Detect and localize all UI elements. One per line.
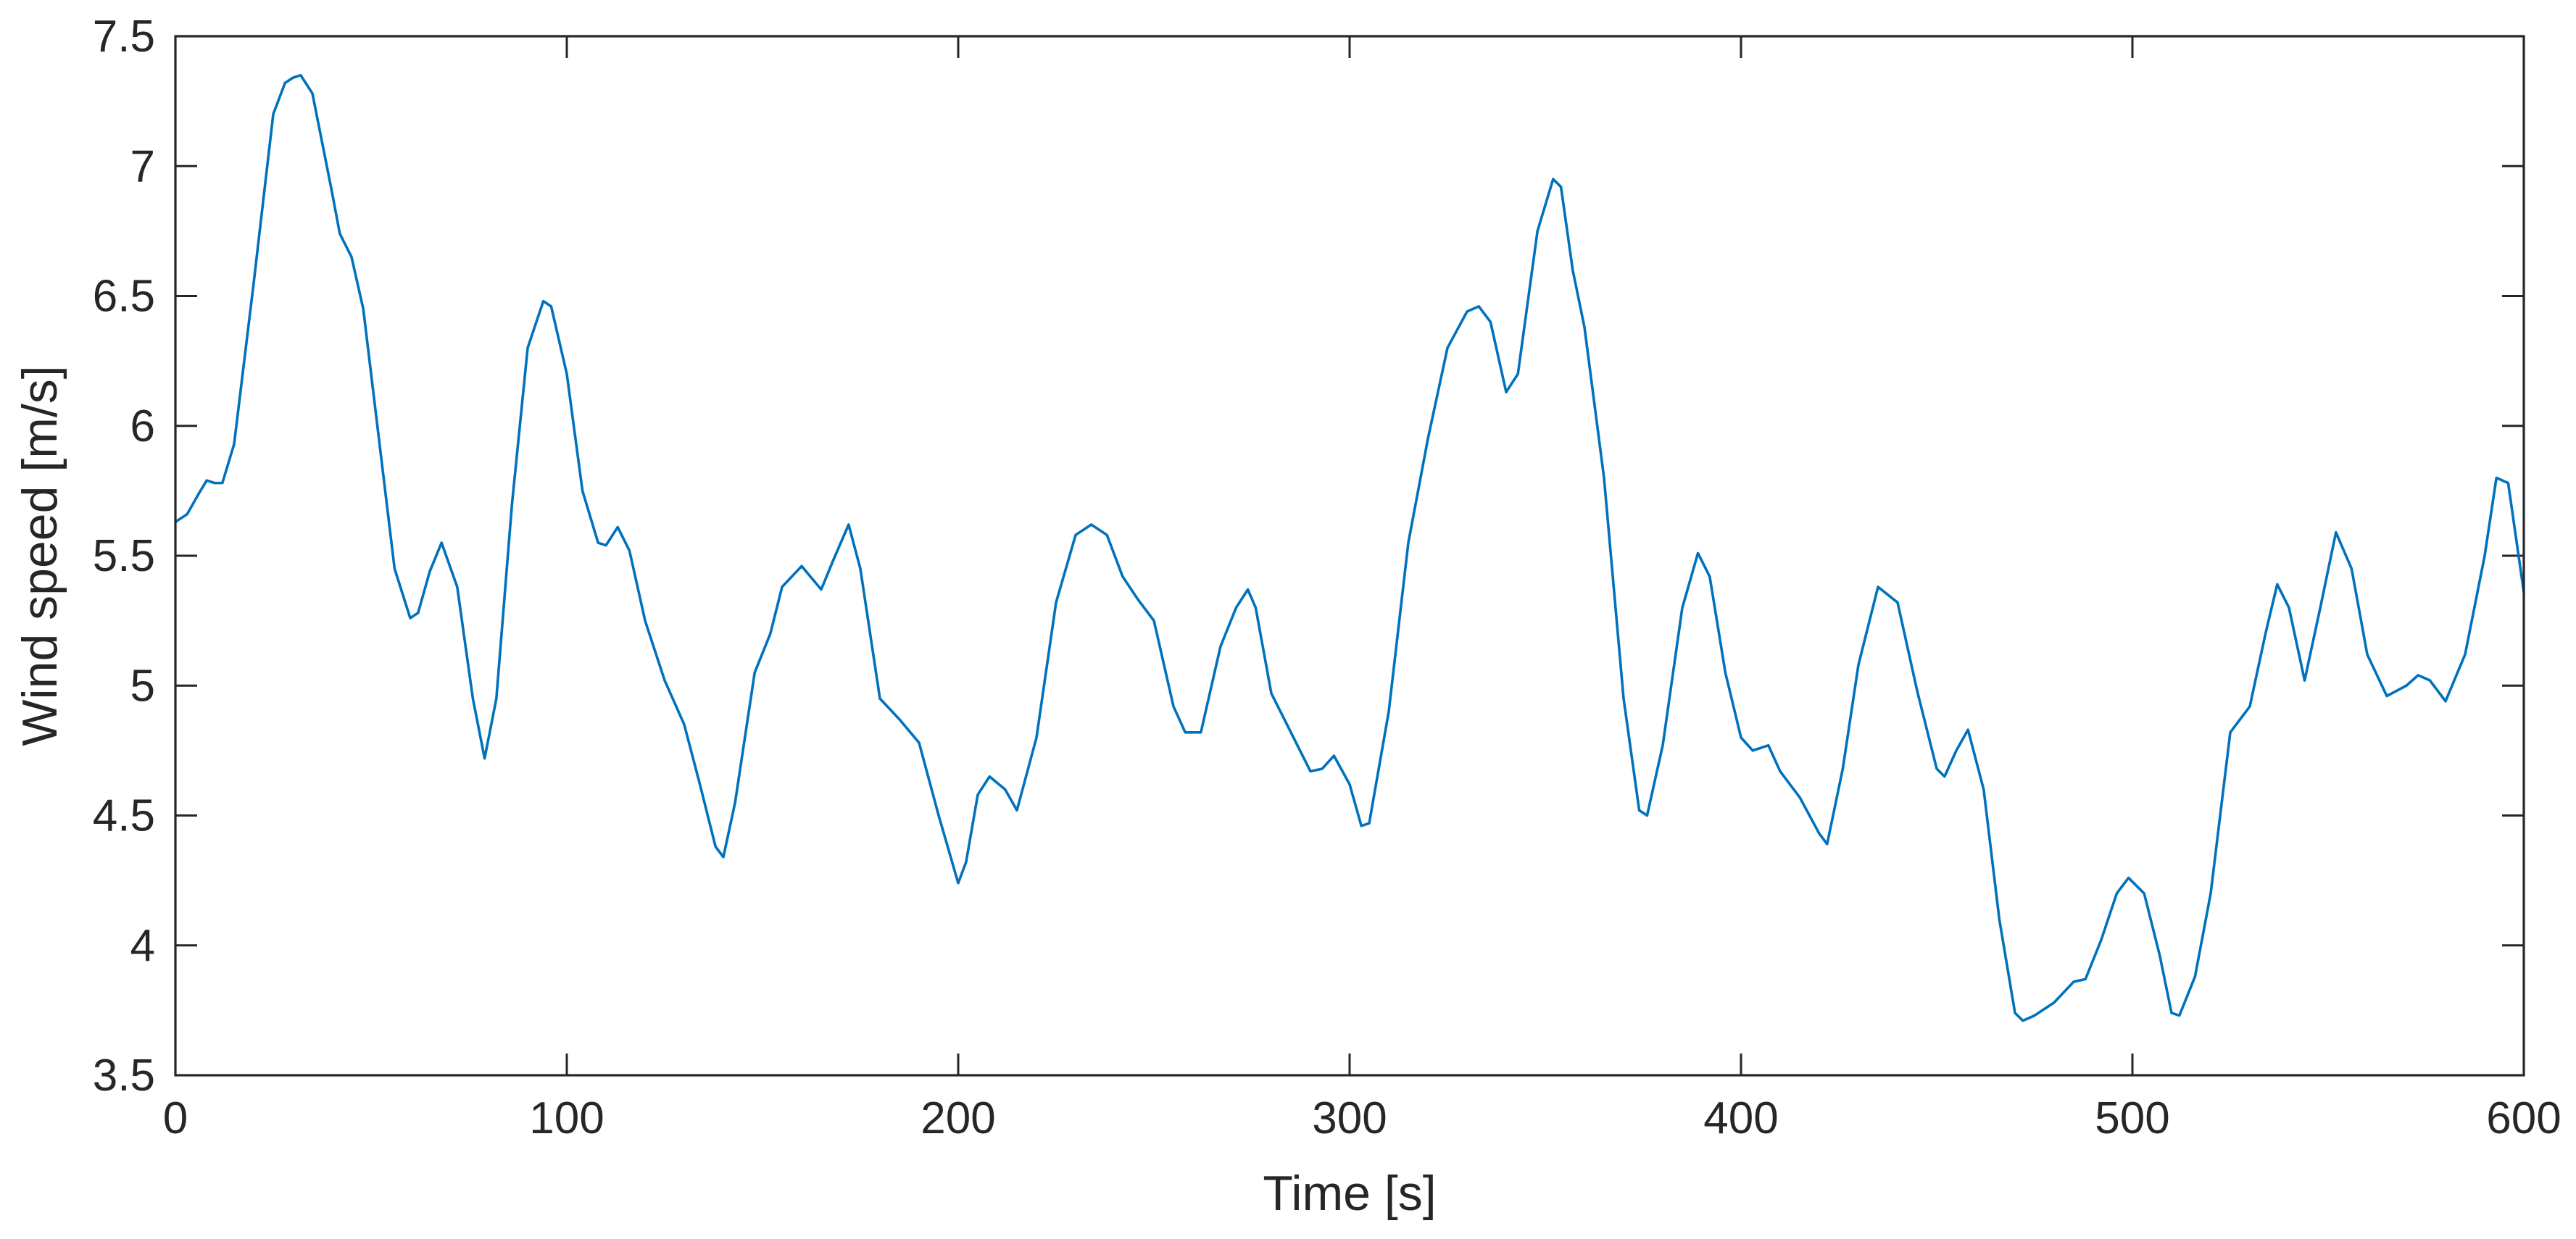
y-tick-label: 6	[130, 401, 155, 451]
x-tick-label: 200	[921, 1093, 995, 1143]
plot-background	[175, 36, 2524, 1075]
wind-speed-series-line	[174, 73, 2525, 1022]
y-tick-label: 7.5	[93, 12, 155, 62]
x-tick-label: 300	[1312, 1093, 1387, 1143]
y-tick-label: 6.5	[93, 272, 155, 322]
y-axis-title: Wind speed [m/s]	[12, 365, 67, 746]
y-tick-label: 5.5	[93, 531, 155, 581]
x-axis-title: Time [s]	[1263, 1166, 1436, 1221]
tick-labels-layer: 0 100 200 300 400 500 600 3.5 4 4.5 5 5.5 6 6.5 7 7.5	[93, 12, 2562, 1143]
plot-frame	[174, 35, 2525, 1077]
y-tick-label: 5	[130, 661, 155, 711]
x-tick-label: 500	[2095, 1093, 2169, 1143]
y-tick-label: 3.5	[93, 1051, 155, 1101]
x-tick-label: 600	[2486, 1093, 2561, 1143]
y-tick-label: 4	[130, 921, 155, 971]
y-tick-label: 7	[130, 141, 155, 191]
y-tick-label: 4.5	[93, 791, 155, 841]
x-tick-label: 100	[529, 1093, 604, 1143]
x-tick-label: 0	[163, 1093, 188, 1143]
x-tick-label: 400	[1703, 1093, 1778, 1143]
